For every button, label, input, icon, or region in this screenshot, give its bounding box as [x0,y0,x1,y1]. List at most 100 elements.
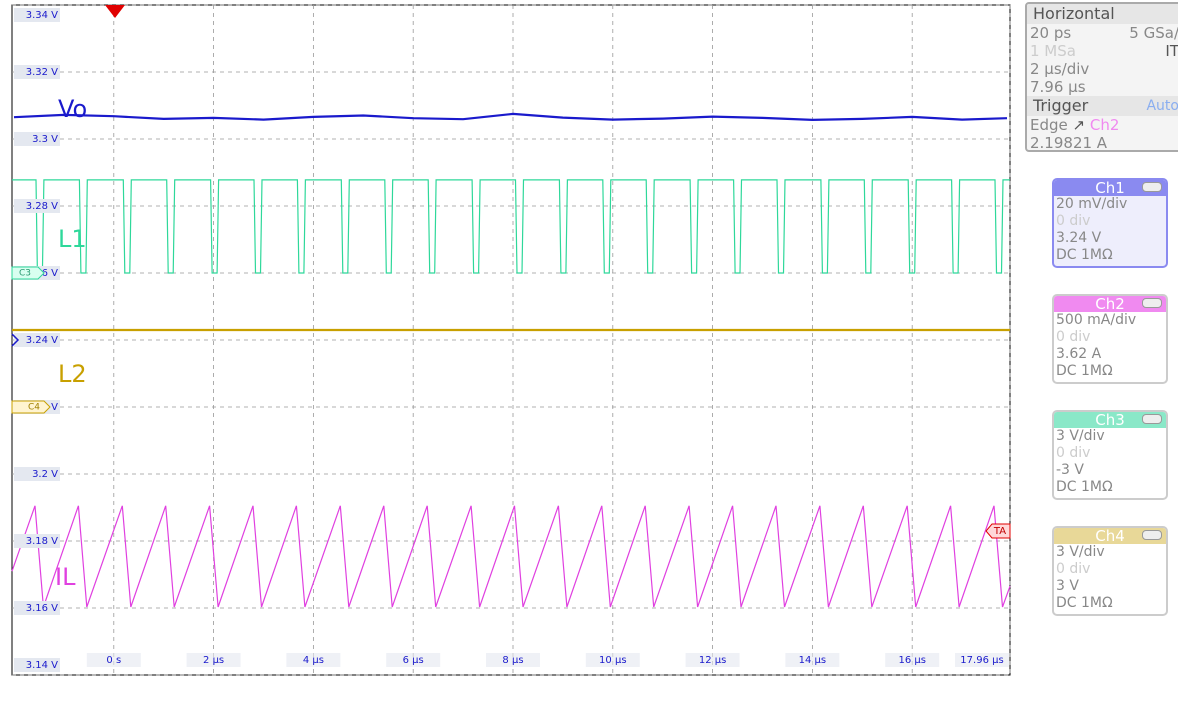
channel-box[interactable]: Ch3 3 V/div 0 div -3 V DC 1MΩ [1052,410,1168,500]
trigger-title: Trigger Auto [1027,96,1178,116]
row: 1 MSa IT [1027,42,1178,60]
channel-offset: -3 V [1056,462,1084,478]
tick-label-bg [14,199,60,213]
channel-box[interactable]: Ch2 500 mA/div 0 div 3.62 A DC 1MΩ [1052,294,1168,384]
channel-name: Ch2 [1095,295,1125,313]
channel-position: 0 div [1056,561,1091,577]
channel-name: Ch1 [1095,179,1125,197]
trace-label: L2 [58,360,87,388]
channel-position: 0 div [1056,445,1091,461]
row: 20 ps 5 GSa/ [1027,24,1178,42]
channel-name: Ch4 [1095,527,1125,545]
channel-coupling: DC 1MΩ [1056,363,1113,379]
tick-label-bg [386,653,441,667]
trace [11,505,1011,608]
acq-mode: IT [1165,42,1178,60]
y-tick-label: 3.28 V [26,201,58,212]
channel-scale: 3 V/div [1056,428,1105,444]
x-tick-label: 14 µs [799,655,826,666]
channel-toggle[interactable] [1142,414,1162,424]
horizontal-panel[interactable]: Horizontal 20 ps 5 GSa/ 1 MSa IT 2 µs/div … [1025,2,1178,152]
channel-marker [11,266,45,280]
x-tick-label: 8 µs [502,655,523,666]
y-tick-label: 3.3 V [32,134,58,145]
tick-label-bg [14,534,60,548]
tick-label-bg [86,653,141,667]
tick-label-bg [14,65,60,79]
tick-label-bg [955,653,1009,667]
tick-label-bg [14,658,60,672]
resolution: 20 ps [1030,24,1072,42]
horizontal-title: Horizontal [1027,4,1178,24]
time-scale: 2 µs/div [1030,60,1090,78]
channel-coupling: DC 1MΩ [1056,595,1113,611]
channel-header: Ch2 [1054,296,1166,312]
channel-box[interactable]: Ch4 3 V/div 0 div 3 V DC 1MΩ [1052,526,1168,616]
trace [13,112,1008,122]
channel-toggle[interactable] [1142,530,1162,540]
x-tick-label: 6 µs [403,655,424,666]
channel-scale: 500 mA/div [1056,312,1137,328]
trace-label: IL [55,563,76,591]
tick-label-bg [186,653,241,667]
channel-position: 0 div [1056,213,1091,229]
reference-marker [11,333,20,347]
tick-label-bg [14,601,60,615]
sample-rate: 5 GSa/ [1129,24,1178,42]
tick-label-bg [485,653,540,667]
channel-toggle[interactable] [1142,298,1162,308]
x-tick-label: 0 s [106,655,121,666]
tick-label-bg [885,653,940,667]
channel-marker-label: C3 [19,269,31,279]
trigger-label: Trigger [1033,96,1089,115]
channel-scale: 20 mV/div [1056,196,1128,212]
trigger-source: Ch2 [1089,116,1120,134]
trace-label: Vo [58,95,87,123]
tick-label-bg [14,467,60,481]
trigger-level-label: TA [993,526,1006,537]
y-tick-label: 3.14 V [26,660,58,671]
channel-offset: 3.24 V [1056,230,1102,246]
channel-offset: 3 V [1056,578,1079,594]
y-tick-label: 3.34 V [26,10,58,21]
row: Edge ↗ Ch2 [1027,116,1178,134]
channel-header: Ch3 [1054,412,1166,428]
channel-marker-label: C4 [28,403,40,413]
tick-label-bg [14,333,60,347]
x-tick-label: 16 µs [898,655,925,666]
channel-position: 0 div [1056,329,1091,345]
x-tick-label: 12 µs [699,655,726,666]
tick-label-bg [685,653,740,667]
tick-label-bg [585,653,640,667]
channel-box[interactable]: Ch1 20 mV/div 0 div 3.24 V DC 1MΩ [1052,178,1168,268]
x-tick-label: 4 µs [303,655,324,666]
channel-toggle[interactable] [1142,182,1162,192]
y-tick-label: 3.16 V [26,603,58,614]
tick-label-bg [14,8,60,22]
edge-icon: ↗ [1072,116,1086,134]
channel-coupling: DC 1MΩ [1056,479,1113,495]
channel-coupling: DC 1MΩ [1056,247,1113,263]
tick-label-bg [14,132,60,146]
trigger-level: 2.19821 A [1030,134,1108,152]
y-tick-label: 3.24 V [26,335,58,346]
tick-label-bg [286,653,341,667]
channel-scale: 3 V/div [1056,544,1105,560]
y-tick-label: 3.2 V [32,469,58,480]
x-tick-label: 10 µs [599,655,626,666]
channel-offset: 3.62 A [1056,346,1102,362]
tick-label-bg [785,653,840,667]
y-tick-label: 3.18 V [26,536,58,547]
channel-name: Ch3 [1095,411,1125,429]
memory: 1 MSa [1030,42,1076,60]
channel-marker [11,400,51,414]
trigger-level-marker [985,523,1011,539]
time-position: 7.96 µs [1030,78,1086,96]
trigger-position [105,5,125,18]
y-tick-label: 3.32 V [26,67,58,78]
trace [12,179,1010,274]
trigger-type: Edge [1030,116,1068,134]
trace-label: L1 [58,225,87,253]
